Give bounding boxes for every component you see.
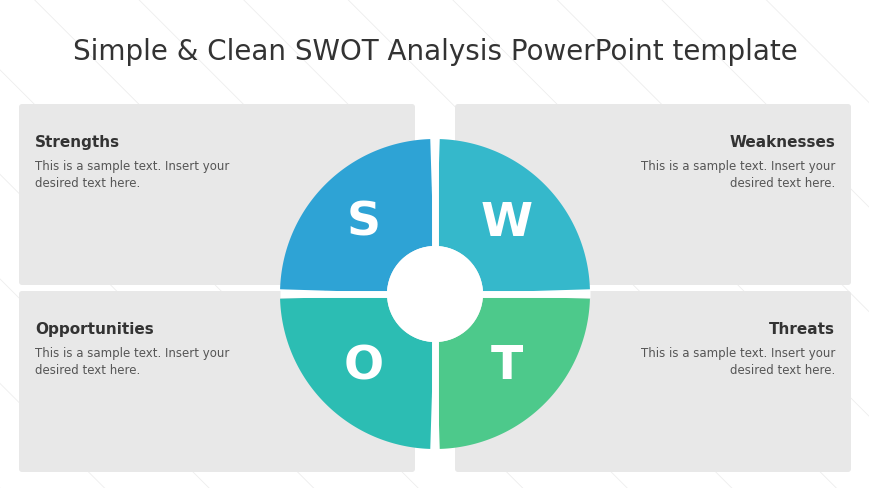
Text: Simple & Clean SWOT Analysis PowerPoint template: Simple & Clean SWOT Analysis PowerPoint … <box>72 38 797 66</box>
Text: S: S <box>346 200 380 245</box>
Text: Opportunities: Opportunities <box>35 321 154 336</box>
Text: This is a sample text. Insert your
desired text here.: This is a sample text. Insert your desir… <box>35 160 229 190</box>
Polygon shape <box>436 296 589 449</box>
Text: This is a sample text. Insert your
desired text here.: This is a sample text. Insert your desir… <box>35 346 229 376</box>
Text: T: T <box>490 344 522 388</box>
FancyBboxPatch shape <box>454 105 850 285</box>
Text: This is a sample text. Insert your
desired text here.: This is a sample text. Insert your desir… <box>640 160 834 190</box>
Text: Threats: Threats <box>768 321 834 336</box>
Text: Strengths: Strengths <box>35 135 120 150</box>
Text: O: O <box>342 344 383 388</box>
Polygon shape <box>280 296 433 449</box>
Polygon shape <box>436 140 589 293</box>
Polygon shape <box>280 140 433 293</box>
FancyBboxPatch shape <box>19 105 415 285</box>
Circle shape <box>387 246 482 342</box>
Text: Weaknesses: Weaknesses <box>728 135 834 150</box>
FancyBboxPatch shape <box>19 291 415 472</box>
Text: W: W <box>481 200 532 245</box>
FancyBboxPatch shape <box>454 291 850 472</box>
Text: This is a sample text. Insert your
desired text here.: This is a sample text. Insert your desir… <box>640 346 834 376</box>
